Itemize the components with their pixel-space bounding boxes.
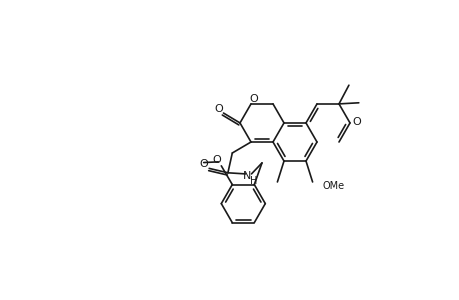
Text: N: N	[243, 171, 251, 181]
Text: O: O	[213, 104, 223, 114]
Text: O: O	[199, 159, 208, 170]
Text: O: O	[352, 117, 361, 127]
Text: O: O	[212, 155, 220, 165]
Text: H: H	[249, 176, 257, 186]
Text: OMe: OMe	[322, 181, 344, 191]
Text: O: O	[249, 94, 258, 104]
